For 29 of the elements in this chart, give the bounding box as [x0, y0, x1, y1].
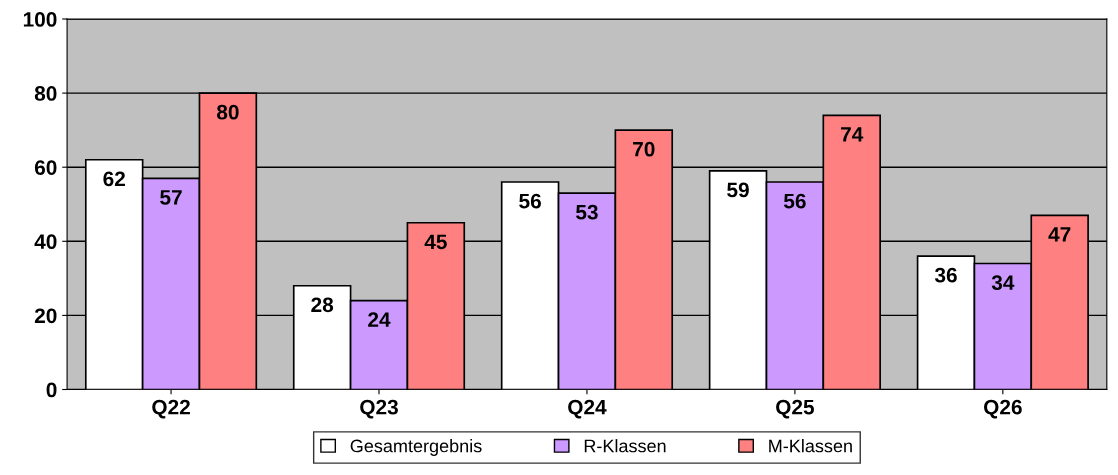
data-label: 74	[841, 127, 864, 142]
x-tick-label: Q22	[152, 399, 190, 419]
y-tick-label: 80	[34, 86, 57, 101]
data-label: 53	[576, 204, 598, 220]
legend-label: Gesamtergebnis	[350, 439, 482, 456]
data-label: 36	[934, 267, 957, 283]
data-label: 56	[783, 193, 806, 209]
x-tick-label: Q23	[360, 399, 398, 419]
y-tick-label: 40	[34, 234, 57, 250]
data-label: 62	[103, 171, 125, 187]
data-label: 45	[424, 234, 447, 250]
data-label: 34	[991, 275, 1015, 290]
data-label: 70	[633, 141, 655, 157]
legend-label: M-Klassen	[769, 439, 852, 453]
data-label: 57	[160, 190, 182, 205]
x-tick-label: Q26	[984, 399, 1022, 419]
data-label: 24	[368, 312, 391, 327]
x-tick-label: Q25	[776, 399, 815, 419]
y-tick-label: 0	[46, 382, 57, 398]
legend-label: R-Klassen	[584, 439, 666, 453]
data-label: 47	[1048, 227, 1071, 242]
x-tick-label: Q24	[568, 399, 607, 419]
y-tick-label: 60	[34, 160, 57, 175]
data-label: 80	[216, 104, 239, 120]
y-tick-label: 20	[34, 308, 57, 324]
data-label: 59	[727, 182, 749, 198]
y-tick-label: 100	[23, 12, 57, 27]
data-label: 56	[519, 193, 541, 209]
data-label: 28	[311, 297, 334, 313]
